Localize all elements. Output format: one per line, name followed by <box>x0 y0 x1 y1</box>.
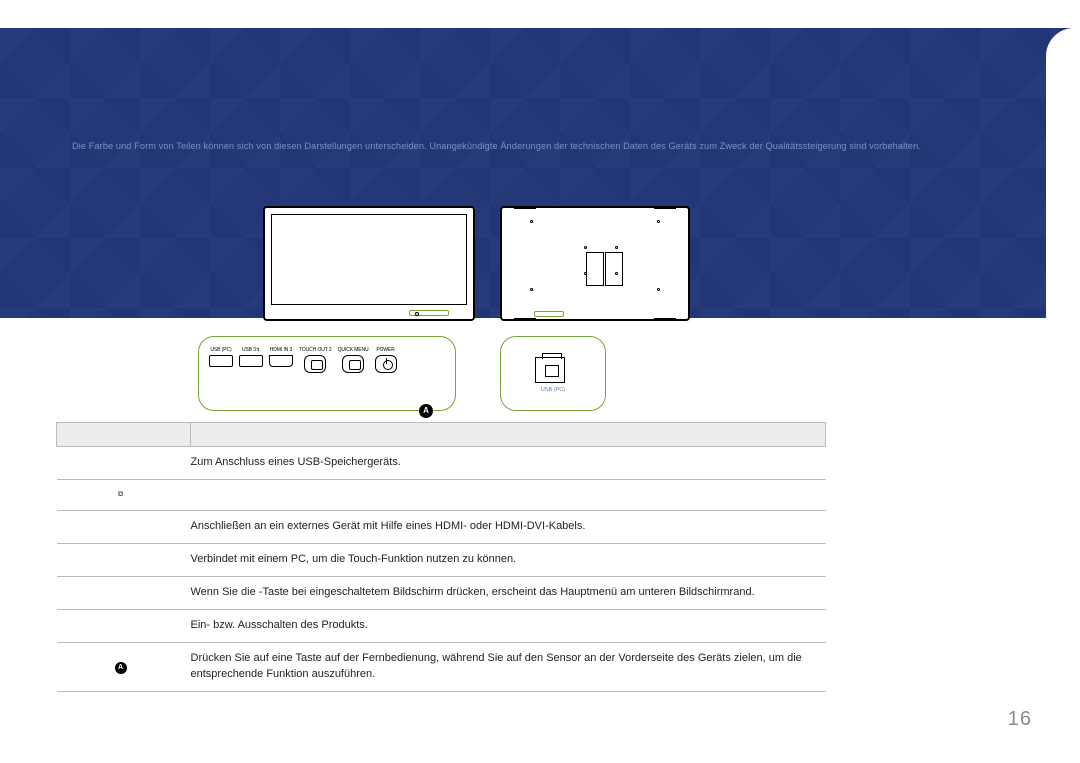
tv-back-diagram <box>500 206 690 321</box>
row-label <box>57 610 191 643</box>
row-label <box>57 544 191 577</box>
manual-page: Die Farbe und Form von Teilen können sic… <box>0 0 1080 763</box>
tv-back-callout <box>534 311 564 317</box>
port-label: HDMI IN 3 <box>270 347 292 353</box>
table-row: Zum Anschluss eines USB-Speichergeräts. <box>57 447 826 480</box>
port-icon <box>239 355 263 367</box>
port-description-table: Zum Anschluss eines USB-Speichergeräts.¤… <box>56 422 826 692</box>
table-header-port <box>57 423 191 447</box>
table-row: Ein- bzw. Ausschalten des Produkts. <box>57 610 826 643</box>
port-5: POWER <box>375 347 397 373</box>
row-label <box>57 577 191 610</box>
usb-panel-label: USB (PC) <box>501 387 605 393</box>
row-description: Wenn Sie die -Taste bei eingeschaltetem … <box>191 577 826 610</box>
row-label <box>57 511 191 544</box>
tv-front-diagram <box>263 206 475 321</box>
row-label <box>57 447 191 480</box>
row-description: Anschließen an ein externes Gerät mit Hi… <box>191 511 826 544</box>
header-band: Die Farbe und Form von Teilen können sic… <box>0 28 1080 318</box>
table-row: Anschließen an ein externes Gerät mit Hi… <box>57 511 826 544</box>
port-4: QUICK MENU <box>338 347 369 373</box>
port-icon <box>209 355 233 367</box>
header-corner-cut <box>1046 28 1080 346</box>
row-badge: A <box>115 662 127 674</box>
disclaimer-text: Die Farbe und Form von Teilen können sic… <box>72 140 1018 153</box>
page-number: 16 <box>1008 708 1032 731</box>
tv-sensor-callout <box>409 310 449 316</box>
usb-b-port-icon <box>535 357 565 383</box>
table-header-desc <box>191 423 826 447</box>
port-label: USB (PC) <box>210 347 231 353</box>
usb-panel-diagram: USB (PC) <box>500 336 606 411</box>
port-label: USB 3↯ <box>242 347 260 353</box>
row-label: A <box>57 643 191 692</box>
port-2: HDMI IN 3 <box>269 347 293 367</box>
table-row: Wenn Sie die -Taste bei eingeschaltetem … <box>57 577 826 610</box>
port-3: TOUCH OUT 2 <box>299 347 332 373</box>
port-label: QUICK MENU <box>338 347 369 353</box>
table-row: ¤ <box>57 479 826 511</box>
port-icon <box>342 355 364 373</box>
table-row: A Drücken Sie auf eine Taste auf der Fern… <box>57 643 826 692</box>
row-description: Drücken Sie auf eine Taste auf der Fernb… <box>191 643 826 692</box>
port-icon <box>269 355 293 367</box>
port-0: USB (PC) <box>209 347 233 367</box>
port-label: POWER <box>376 347 394 353</box>
port-label: TOUCH OUT 2 <box>299 347 332 353</box>
row-label: ¤ <box>57 479 191 511</box>
port-icon <box>304 355 326 373</box>
row-description <box>191 479 826 511</box>
port-badge-a: A <box>419 404 433 418</box>
table-row: Verbindet mit einem PC, um die Touch-Fun… <box>57 544 826 577</box>
port-icon <box>375 355 397 373</box>
row-description: Ein- bzw. Ausschalten des Produkts. <box>191 610 826 643</box>
port-1: USB 3↯ <box>239 347 263 367</box>
row-description: Zum Anschluss eines USB-Speichergeräts. <box>191 447 826 480</box>
row-description: Verbindet mit einem PC, um die Touch-Fun… <box>191 544 826 577</box>
port-panel-diagram: USB (PC) USB 3↯ HDMI IN 3 TOUCH OUT 2 QUICK … <box>198 336 456 411</box>
